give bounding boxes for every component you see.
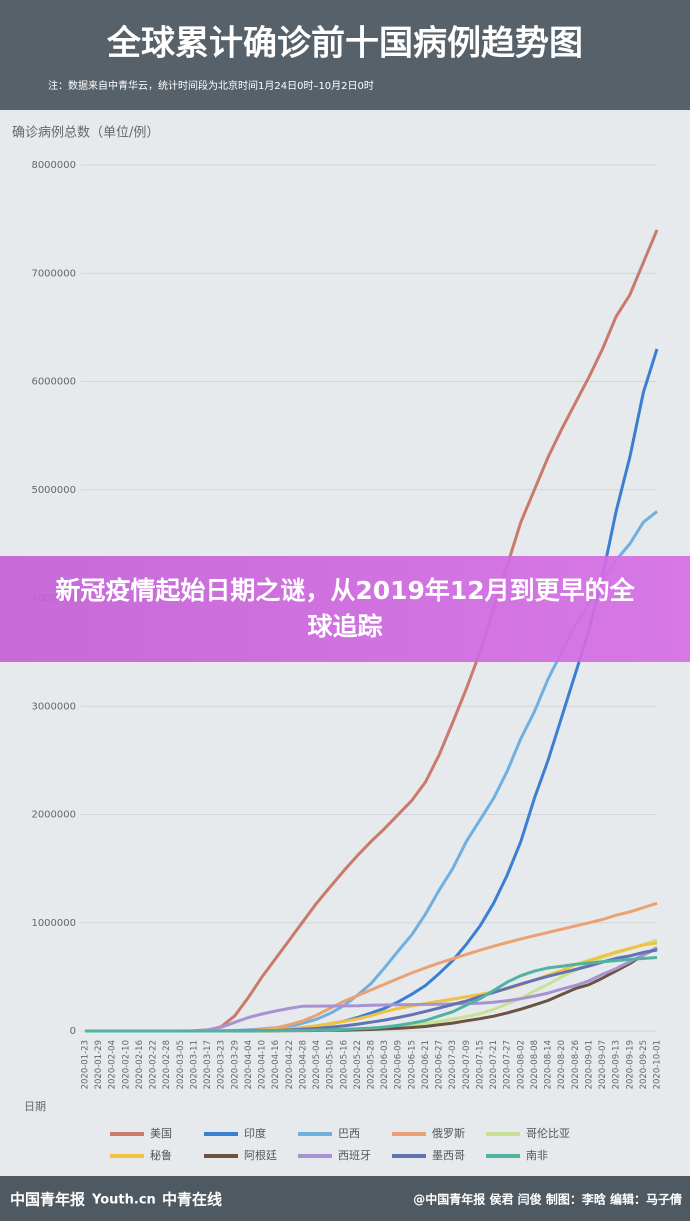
banner: 新冠疫情起始日期之谜，从2019年12月到更早的全球追踪 (0, 556, 690, 662)
legend-label: 印度 (244, 1126, 266, 1140)
y-tick-label: 0 (70, 1026, 76, 1037)
chart-subtitle: 注：数据来自中青华云，统计时间段为北京时间1月24日0时–10月2日0时 (48, 79, 374, 92)
y-axis-label: 确诊病例总数（单位/例） (12, 126, 159, 141)
x-tick-label: 2020-07-09 (462, 1040, 472, 1089)
x-tick-label: 2020-06-21 (421, 1040, 431, 1089)
x-tick-label: 2020-03-05 (176, 1040, 186, 1089)
legend-label: 秘鲁 (150, 1148, 172, 1162)
chart-title: 全球累计确诊前十国病例趋势图 (106, 24, 583, 64)
footer-logo: 中国青年报 (10, 1191, 85, 1209)
x-tick-label: 2020-07-15 (475, 1040, 485, 1089)
x-tick-label: 2020-08-02 (516, 1040, 526, 1089)
x-tick-label: 2020-03-29 (230, 1040, 240, 1089)
y-tick-label: 8000000 (31, 160, 76, 171)
legend-label: 西班牙 (338, 1149, 371, 1162)
x-tick-label: 2020-10-01 (653, 1040, 663, 1089)
legend-label: 美国 (150, 1127, 172, 1140)
x-tick-label: 2020-04-04 (244, 1040, 254, 1089)
series-line (85, 348, 659, 1033)
legend-label: 哥伦比亚 (526, 1126, 570, 1140)
footer-logo: Youth.cn (91, 1193, 156, 1208)
x-tick-label: 2020-06-09 (394, 1040, 404, 1089)
x-tick-label: 2020-09-13 (612, 1040, 622, 1089)
y-tick-label: 3000000 (31, 701, 76, 712)
x-tick-label: 2020-02-04 (108, 1040, 118, 1089)
x-tick-label: 2020-06-03 (380, 1040, 390, 1089)
y-tick-label: 5000000 (31, 485, 76, 496)
y-tick-label: 1000000 (31, 918, 76, 929)
legend-label: 俄罗斯 (432, 1127, 465, 1140)
y-tick-label: 7000000 (31, 268, 76, 279)
x-tick-label: 2020-08-14 (544, 1040, 554, 1089)
series-line (85, 956, 658, 1033)
x-tick-label: 2020-07-27 (503, 1040, 513, 1089)
x-tick-label: 2020-02-16 (135, 1040, 145, 1089)
x-tick-label: 2020-03-11 (189, 1040, 199, 1089)
x-tick-label: 2020-05-10 (326, 1040, 336, 1089)
x-tick-label: 2020-03-17 (203, 1040, 213, 1089)
legend-label: 南非 (526, 1149, 548, 1162)
y-tick-label: 2000000 (31, 810, 76, 821)
x-tick-label: 2020-05-22 (353, 1040, 363, 1089)
legend-label: 阿根廷 (244, 1148, 277, 1162)
footer-credits: @中国青年报 侯君 闫俊 制图：李晗 编辑：马子倩 (413, 1192, 682, 1207)
x-tick-label: 2020-01-23 (81, 1040, 91, 1089)
x-tick-label: 2020-01-29 (94, 1040, 104, 1089)
footer-bg (0, 1176, 690, 1221)
x-tick-label: 2020-05-04 (312, 1040, 322, 1089)
x-axis-label: 日期 (24, 1100, 46, 1113)
x-tick-label: 2020-08-20 (557, 1040, 567, 1089)
x-tick-label: 2020-05-28 (367, 1040, 377, 1089)
x-tick-label: 2020-09-07 (598, 1040, 608, 1089)
x-tick-label: 2020-05-16 (339, 1040, 349, 1089)
x-tick-label: 2020-02-28 (162, 1040, 172, 1089)
x-tick-label: 2020-09-01 (584, 1040, 594, 1089)
header-bg (0, 0, 690, 110)
x-tick-label: 2020-04-28 (298, 1040, 308, 1089)
legend-label: 巴西 (338, 1127, 360, 1140)
x-tick-label: 2020-07-03 (448, 1040, 458, 1089)
x-tick-label: 2020-03-23 (217, 1040, 227, 1089)
x-tick-label: 2020-08-26 (571, 1040, 581, 1089)
x-tick-label: 2020-08-08 (530, 1040, 540, 1089)
x-tick-label: 2020-04-22 (285, 1040, 295, 1089)
x-tick-label: 2020-02-10 (121, 1040, 131, 1089)
x-tick-label: 2020-04-16 (271, 1040, 281, 1089)
x-tick-label: 2020-06-27 (435, 1040, 445, 1089)
x-tick-label: 2020-07-21 (489, 1040, 499, 1089)
legend-label: 墨西哥 (432, 1149, 465, 1162)
footer-logo: 中青在线 (162, 1191, 222, 1209)
x-tick-label: 2020-09-19 (625, 1040, 635, 1089)
x-tick-label: 2020-04-10 (258, 1040, 268, 1089)
y-tick-label: 6000000 (31, 377, 76, 388)
x-tick-label: 2020-09-25 (639, 1040, 649, 1089)
x-tick-label: 2020-06-15 (407, 1040, 417, 1089)
x-tick-label: 2020-02-22 (149, 1040, 159, 1089)
